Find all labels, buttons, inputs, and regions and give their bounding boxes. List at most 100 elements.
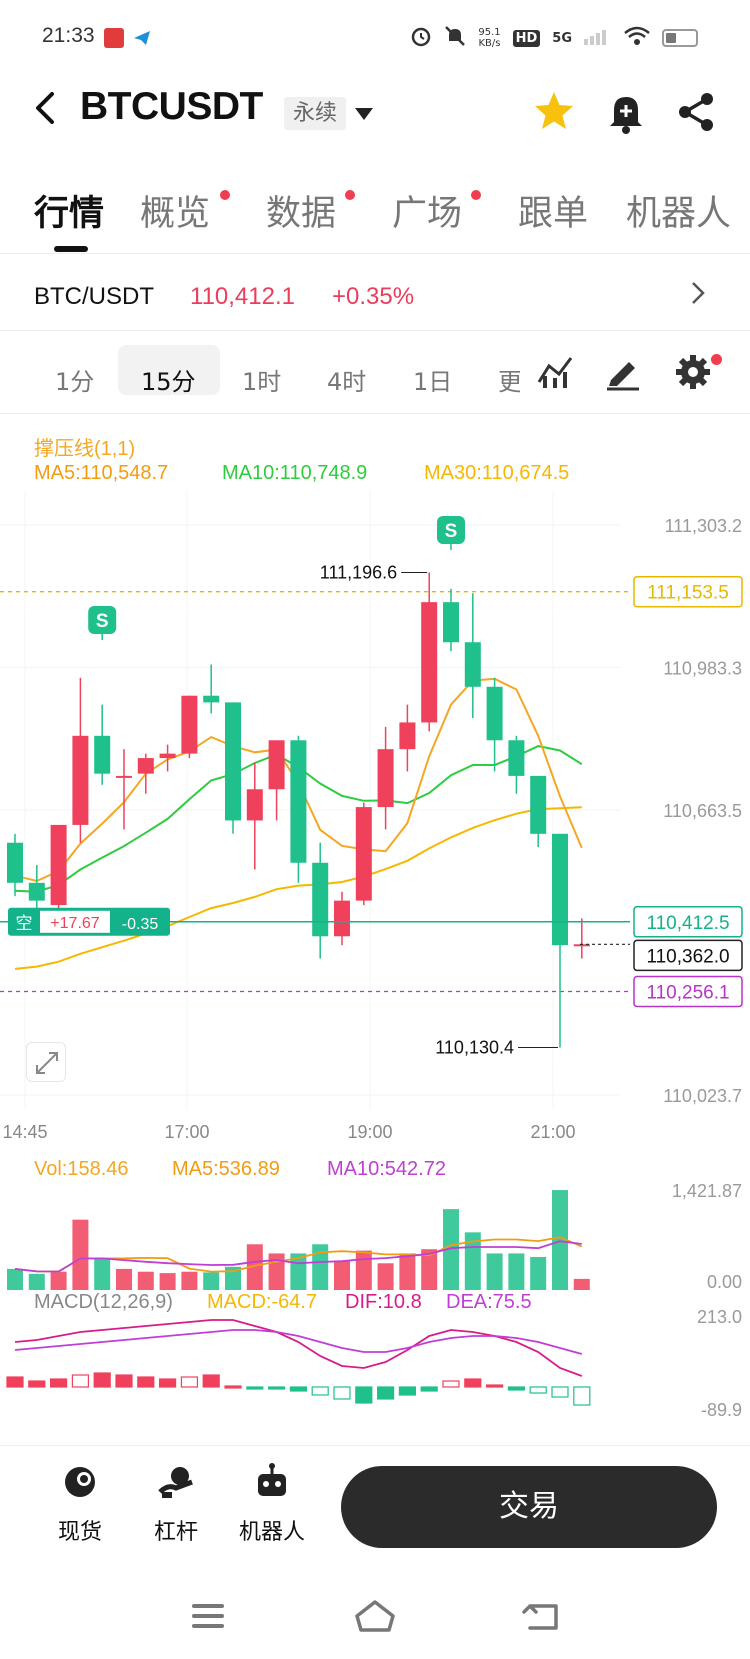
candle-body [312,862,329,937]
interval-15m[interactable]: 15分 [141,368,196,396]
macd-histogram-bar [159,1378,177,1388]
tab-market[interactable]: 行情 [34,194,105,234]
last-close-price-tag-box [633,939,743,972]
signal-icon [584,27,612,49]
candle-body [7,842,23,883]
status-icons: 95.1 KB/s HD 5G [410,22,698,54]
current-price-tag-box [633,906,743,938]
sell-signal-marker [88,606,117,634]
telegram-icon [132,28,152,48]
candle-body [94,735,111,774]
sell-signal-marker [437,516,465,544]
x-tick-label: 19:00 [347,1122,392,1142]
macd-histogram-bar [93,1372,111,1388]
ma30-line [14,806,582,970]
candle-body [552,833,568,946]
volume-bar [116,1268,132,1290]
symbol-dropdown-icon[interactable] [355,108,373,120]
macd-histogram-bar [311,1386,329,1396]
macd-histogram-bar [202,1374,220,1388]
macd-histogram-bar [268,1386,286,1390]
interval-1d[interactable]: 1日 [413,368,453,396]
app-notification-icon [104,28,124,48]
y-tick-label: 110,663.5 [663,801,742,821]
volume-bar [50,1271,67,1290]
macd-value: MACD:-64.7 [207,1291,317,1313]
tabs-divider [0,253,750,254]
macd-histogram-bar [355,1386,373,1404]
tab-overview[interactable]: 概览 [140,194,211,234]
nav-bot[interactable]: 机器人 [237,1462,307,1546]
volume-bar [268,1253,285,1290]
volume-ma5-legend: MA5:536.89 [172,1158,280,1180]
price-alert-bell-icon[interactable] [602,88,650,136]
share-icon[interactable] [672,88,720,136]
tab-square[interactable]: 广场 [392,194,463,234]
macd-histogram-bar [137,1376,155,1388]
favorite-star-icon[interactable] [530,88,578,136]
volume-bar [573,1278,590,1290]
macd-histogram-bar [551,1386,569,1398]
macd-histogram-bar [529,1386,547,1394]
position-side: 空 [16,914,33,933]
volume-bar [72,1219,89,1290]
interval-1m[interactable]: 1分 [55,368,95,396]
candle-body [246,789,263,821]
drawing-pen-icon[interactable] [603,352,643,392]
volume-bar [421,1249,438,1290]
support-resistance-legend[interactable]: 撑压线(1,1) [34,438,136,460]
volume-bar [355,1250,372,1290]
volume-bar [486,1253,503,1290]
y-tick-label: 110,983.3 [663,659,742,679]
chevron-right-icon[interactable] [688,278,708,316]
interval-4h[interactable]: 4时 [327,368,367,396]
nav-spot-label: 现货 [57,1520,102,1545]
symbol-title[interactable]: BTCUSDT [80,85,263,128]
back-nav-icon[interactable] [518,1598,566,1634]
candle-body [399,722,416,750]
volume-ma10-line [14,1240,582,1273]
volume-bar [181,1271,198,1290]
settings-badge [711,354,722,365]
nav-bot-label: 机器人 [238,1520,305,1545]
volume-ma10-legend: MA10:542.72 [327,1158,446,1180]
macd-histogram-bar [71,1374,90,1388]
macd-histogram-bar [464,1378,482,1388]
tab-square-badge [471,190,481,200]
tab-bot[interactable]: 机器人 [626,194,732,234]
candle-body [72,735,89,825]
last-close-price-tag: 110,362.0 [646,946,729,967]
macd-histogram-bar [224,1385,242,1389]
interval-more[interactable]: 更 [498,368,520,396]
indicator-icon[interactable] [535,352,575,392]
candle-body [203,695,220,703]
volume-bar [508,1253,525,1290]
y-tick-label: 111,303.2 [665,516,742,536]
tab-data[interactable]: 数据 [266,194,337,234]
kline-chart[interactable]: 111,303.2 110,983.3 110,663.5 110,023.7 111,… [0,490,750,1430]
trade-button[interactable]: 交易 [341,1466,717,1548]
x-tick-label: 14:45 [2,1122,47,1142]
macd-histogram-bar [398,1386,416,1396]
ticker-pair[interactable]: BTC/USDT [34,283,154,310]
net-speed-value: 95.1 [478,27,501,38]
candle-body [443,602,459,643]
candle-body [137,758,154,774]
position-pct: -0.35 [122,916,159,933]
volume-bar [312,1244,329,1290]
candle-body [116,775,132,778]
nav-spot[interactable]: 现货 [45,1462,115,1546]
home-icon[interactable] [351,1598,399,1634]
back-button[interactable] [30,88,70,138]
candle-body [421,602,438,723]
settings-gear-icon[interactable] [673,352,713,392]
fullscreen-expand-button[interactable] [26,1042,66,1082]
net-speed-unit: KB/s [478,38,501,49]
candle-body [508,740,525,776]
interval-1h[interactable]: 1时 [242,368,282,396]
nav-margin[interactable]: 杠杆 [141,1462,211,1546]
contract-type-badge[interactable]: 永续 [284,97,347,130]
tab-copy-trading[interactable]: 跟单 [518,194,589,234]
volume-bar [225,1266,241,1290]
menu-icon[interactable] [184,1598,232,1634]
